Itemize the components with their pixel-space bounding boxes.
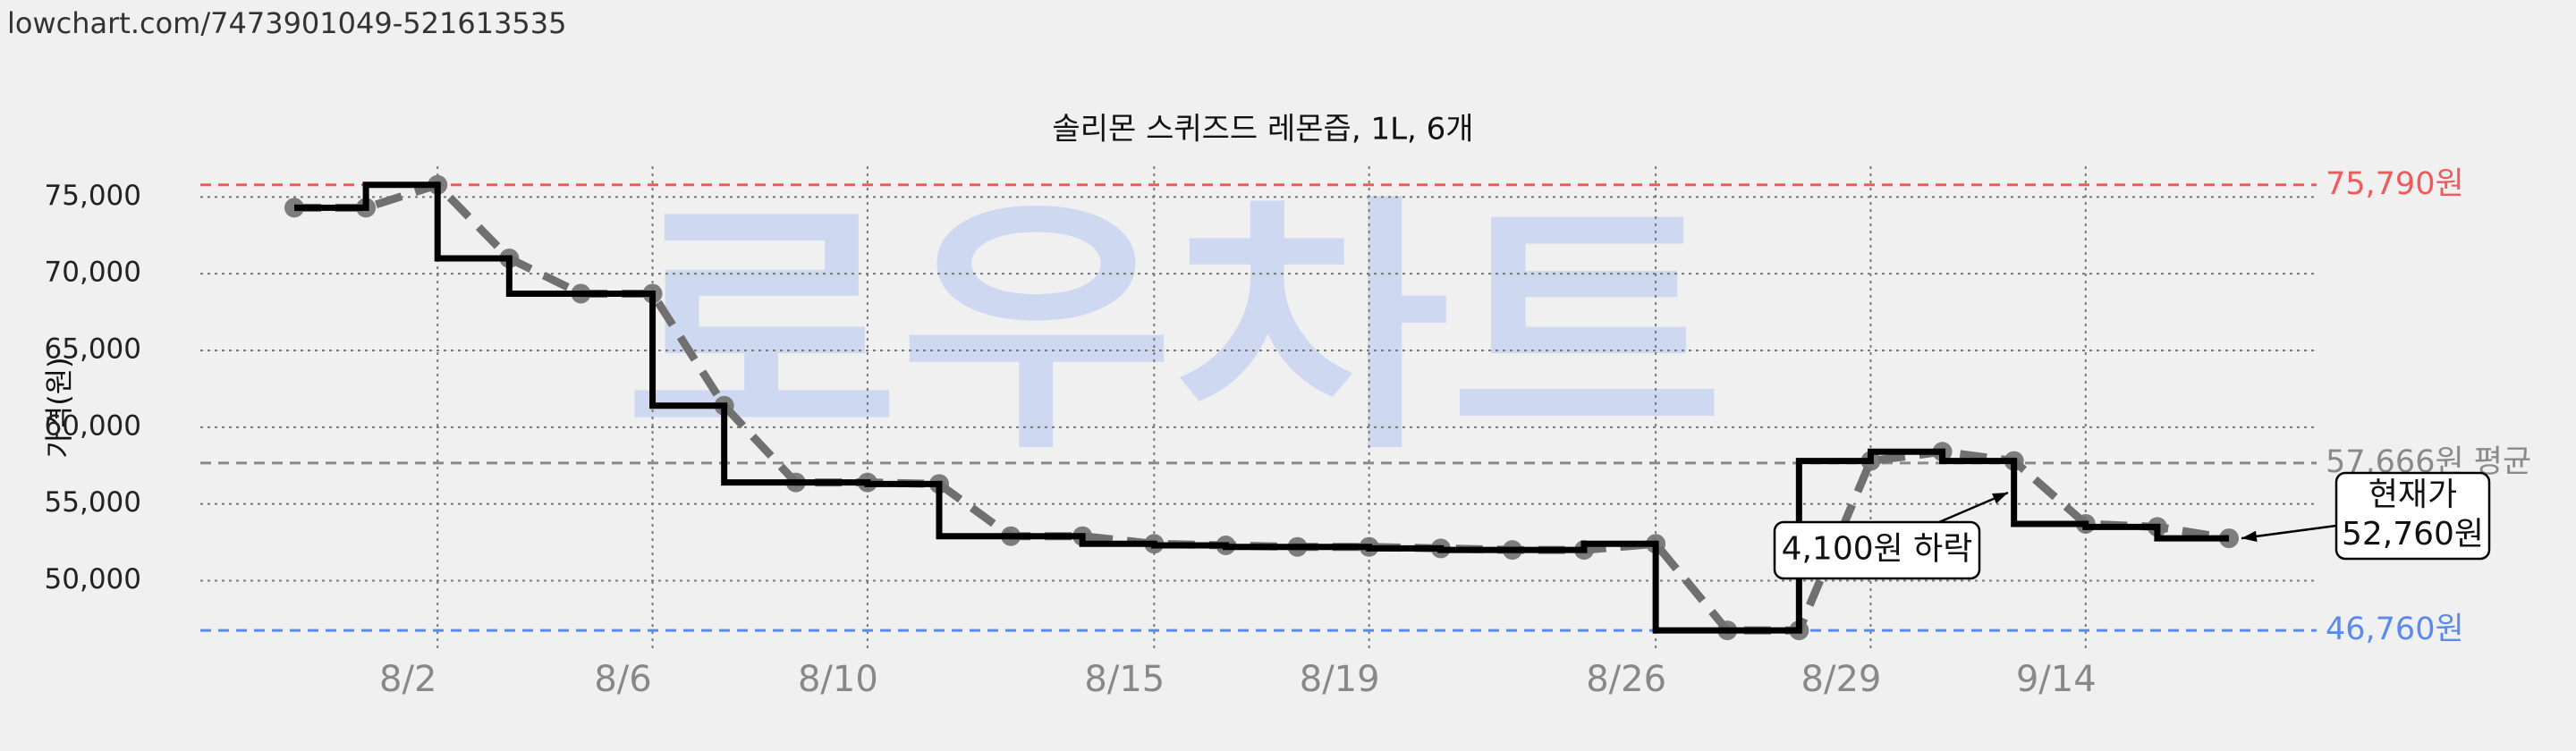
x-tick-label: 8/26 [1586,659,1666,700]
annotation-text: 현재가 [2368,477,2457,513]
y-tick-label: 55,000 [45,486,141,519]
annotation-text: 52,760원 [2342,516,2484,553]
annotation-text: 4,100원 하락 [1782,531,1973,568]
annotation-arrowhead [2241,530,2258,542]
x-tick-label: 8/15 [1084,659,1165,700]
reference-label: 46,760원 [2326,612,2464,647]
x-tick-label: 8/10 [798,659,878,700]
y-tick-label: 75,000 [45,180,141,212]
x-tick-label: 8/2 [379,659,436,700]
y-tick-label: 50,000 [45,563,141,595]
y-tick-label: 60,000 [45,409,141,442]
y-axis-label: 가격(원) [42,357,76,458]
y-tick-label: 70,000 [45,257,141,289]
watermark: 로우차트 [624,173,1724,485]
annotation-box [2334,471,2491,561]
chart-title: 솔리몬 스퀴즈드 레몬즙, 1L, 6개 [1052,112,1473,148]
reference-label: 75,790원 [2326,166,2464,202]
x-tick-label: 9/14 [2016,659,2097,700]
y-tick-label: 65,000 [45,333,141,365]
annotation-arrow [2241,524,2337,540]
step-line [294,181,2229,634]
x-tick-label: 8/6 [594,659,651,700]
url: lowchart.com/7473901049-521613535 [7,6,567,40]
annotation-arrowhead [1992,493,2008,504]
annotation-box [1773,520,1981,580]
x-tick-label: 8/19 [1300,659,1380,700]
x-tick-label: 8/29 [1801,659,1882,700]
